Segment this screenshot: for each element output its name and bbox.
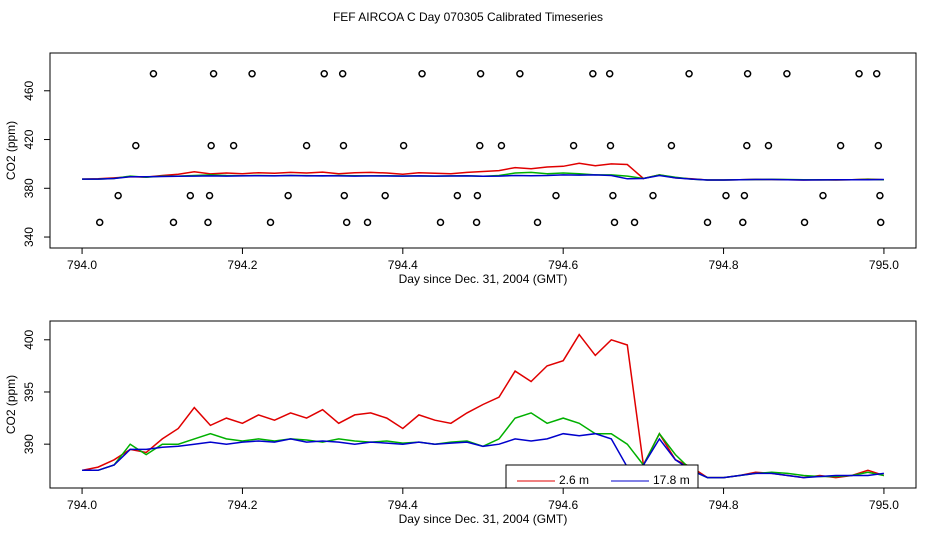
data-point — [872, 69, 881, 78]
data-point — [229, 141, 238, 150]
data-point — [363, 218, 372, 227]
data-line — [82, 174, 884, 181]
data-point — [649, 191, 657, 200]
data-point — [876, 218, 885, 227]
data-point — [186, 191, 195, 200]
data-point — [320, 69, 328, 78]
data-point — [800, 218, 809, 227]
data-point — [497, 141, 506, 150]
data-point — [533, 218, 542, 227]
data-point — [610, 218, 619, 227]
y-tick-label: 460 — [22, 80, 36, 100]
data-point — [95, 218, 104, 227]
x-tick-label: 794.2 — [227, 498, 257, 512]
data-point — [207, 141, 215, 150]
data-point — [743, 141, 751, 150]
y-tick-label: 380 — [22, 178, 36, 198]
data-point — [739, 218, 747, 227]
data-point — [476, 141, 484, 150]
chart-title: FEF AIRCOA C Day 070305 Calibrated Times… — [333, 10, 603, 24]
data-line — [81, 333, 885, 479]
legend-label: 2.6 m — [559, 473, 589, 487]
plot-frame — [49, 320, 917, 489]
x-tick-label: 794.0 — [67, 498, 97, 512]
y-tick-label: 400 — [22, 329, 36, 349]
data-line — [82, 432, 884, 479]
data-point — [855, 69, 863, 78]
y-tick-label: 395 — [22, 382, 36, 402]
x-tick-label: 794.8 — [709, 258, 739, 272]
x-tick-label: 794.4 — [388, 498, 418, 512]
data-point — [874, 141, 883, 150]
x-tick-label: 795.0 — [869, 258, 899, 272]
x-tick-label: 794.6 — [548, 258, 578, 272]
data-point — [605, 69, 614, 78]
data-point — [876, 191, 884, 200]
data-point — [342, 218, 351, 227]
data-point — [722, 191, 730, 200]
data-point — [266, 218, 275, 227]
data-point — [836, 141, 845, 150]
x-tick-label: 794.2 — [227, 258, 257, 272]
data-point — [667, 141, 676, 150]
x-axis-label: Day since Dec. 31, 2004 (GMT) — [399, 512, 568, 526]
data-point — [569, 141, 578, 150]
data-point — [685, 69, 693, 78]
x-tick-label: 794.0 — [67, 258, 97, 272]
data-point — [630, 218, 639, 227]
data-point — [552, 191, 560, 200]
legend-box — [505, 464, 699, 489]
x-tick-label: 794.6 — [548, 498, 578, 512]
data-point — [472, 218, 481, 227]
x-tick-label: 794.4 — [388, 258, 418, 272]
data-point — [476, 69, 485, 78]
data-point — [473, 191, 482, 200]
data-point — [338, 69, 347, 78]
data-point — [606, 141, 615, 150]
data-line — [82, 162, 884, 181]
y-tick-label: 340 — [22, 227, 36, 247]
data-point — [609, 191, 617, 200]
data-point — [284, 191, 292, 200]
y-axis-label: CO2 (ppm) — [4, 375, 18, 434]
data-line — [82, 412, 885, 479]
data-point — [149, 69, 158, 78]
data-point — [516, 69, 524, 78]
y-tick-label: 420 — [22, 129, 36, 149]
data-point — [114, 191, 122, 200]
data-point — [418, 69, 426, 78]
y-tick-label: 390 — [22, 434, 36, 454]
x-axis-label: Day since Dec. 31, 2004 (GMT) — [399, 272, 568, 286]
data-point — [436, 218, 445, 227]
data-point — [248, 69, 256, 78]
data-point — [743, 69, 752, 78]
x-tick-label: 795.0 — [869, 498, 899, 512]
data-point — [132, 141, 140, 150]
data-point — [453, 191, 462, 200]
legend-label: 17.8 m — [653, 473, 690, 487]
data-point — [703, 218, 712, 227]
data-point — [205, 191, 214, 200]
data-point — [340, 191, 349, 200]
data-point — [381, 191, 389, 200]
y-axis-label: CO2 (ppm) — [4, 121, 18, 180]
data-point — [399, 141, 408, 150]
plot-frame — [49, 52, 917, 249]
data-point — [589, 69, 597, 78]
data-point — [764, 141, 773, 150]
data-point — [819, 191, 827, 200]
data-point — [783, 69, 791, 78]
data-point — [169, 218, 178, 227]
data-point — [339, 141, 348, 150]
data-point — [204, 218, 212, 227]
data-point — [302, 141, 311, 150]
data-point — [740, 191, 749, 200]
data-point — [209, 69, 218, 78]
x-tick-label: 794.8 — [709, 498, 739, 512]
